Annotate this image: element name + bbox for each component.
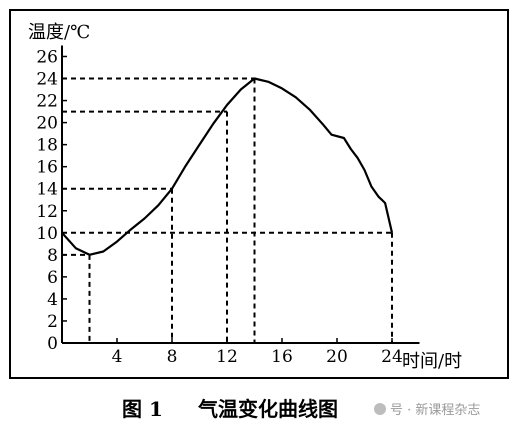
y-tick-label: 16 [36,158,58,178]
y-tick-label: 24 [36,70,58,90]
x-axis-title: 时间/时 [402,351,462,372]
series-group [61,77,394,256]
axes [61,45,420,344]
y-tick-label: 12 [36,202,58,222]
reference-lines [62,77,393,343]
y-axis-title: 温度/℃ [28,22,90,43]
y-tick-label: 20 [36,114,58,134]
y-tick-label: 8 [47,246,58,266]
figure-title: 气温变化曲线图 [197,397,338,421]
temperature-curve [61,77,394,256]
y-tick-label: 26 [36,47,58,67]
x-tick-label: 16 [271,347,293,367]
x-axis-ticks: 4 8 12 16 20 24 [112,338,403,367]
x-tick-label: 8 [167,347,178,367]
y-tick-label: 10 [36,224,58,244]
figure-number: 图 1 [122,397,163,421]
x-tick-label: 4 [112,347,123,367]
y-tick-label: 0 [47,334,58,354]
watermark-logo [374,403,386,415]
x-tick-label: 12 [216,347,238,367]
y-tick-label: 18 [36,136,58,156]
chart-outer-frame [9,9,509,379]
x-tick-label: 20 [326,347,348,367]
y-tick-label: 14 [36,180,58,200]
y-tick-label: 2 [47,312,58,332]
y-tick-label: 4 [47,290,58,310]
y-tick-label: 6 [47,268,58,288]
watermark-text: 号 · 新课程杂志 [390,402,480,418]
x-tick-label: 24 [381,347,403,367]
y-tick-label: 22 [36,92,58,112]
